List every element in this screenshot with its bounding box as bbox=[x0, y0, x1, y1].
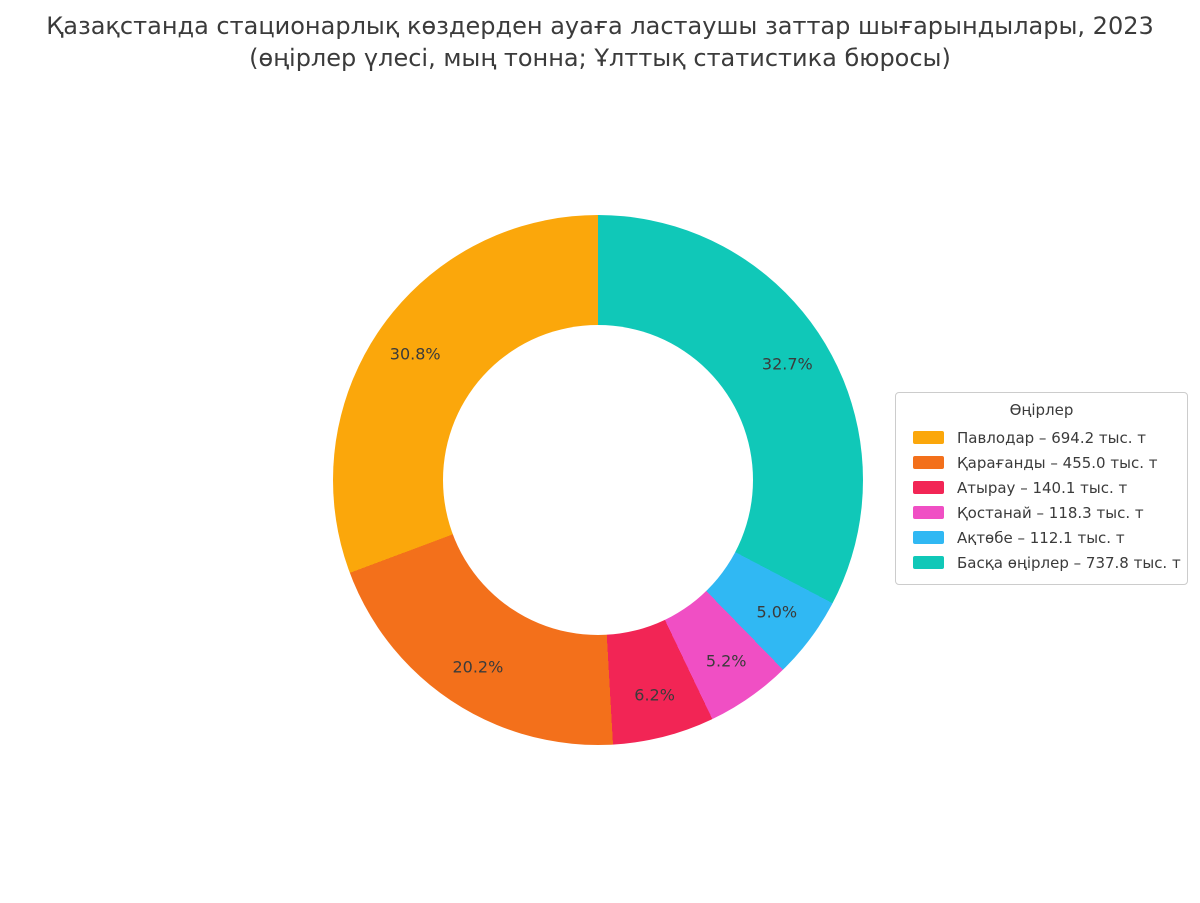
slice-percent-label: 32.7% bbox=[761, 354, 813, 374]
chart-title: Қазақстанда стационарлық көздерден ауаға… bbox=[0, 10, 1200, 74]
legend-label: Павлодар – 694.2 тыс. т bbox=[957, 428, 1147, 447]
legend-color-swatch bbox=[913, 481, 944, 494]
legend-row: Атырау – 140.1 тыс. т bbox=[906, 475, 1177, 500]
slice-percent-label: 5.2% bbox=[705, 651, 747, 671]
chart-title-line2: (өңірлер үлесі, мың тонна; Ұлттық статис… bbox=[249, 44, 951, 72]
slice-percent-label: 30.8% bbox=[389, 344, 441, 364]
legend-color-swatch bbox=[913, 556, 944, 569]
legend-label: Атырау – 140.1 тыс. т bbox=[957, 478, 1128, 497]
legend-label: Қостанай – 118.3 тыс. т bbox=[957, 503, 1144, 522]
legend-rows: Павлодар – 694.2 тыс. т Қарағанды – 455.0… bbox=[906, 425, 1181, 575]
legend-color-swatch bbox=[913, 531, 944, 544]
legend-row: Қостанай – 118.3 тыс. т bbox=[906, 500, 1177, 525]
legend-label: Ақтөбе – 112.1 тыс. т bbox=[957, 528, 1125, 547]
donut-chart: 30.8% 20.2% 6.2% 5.2% 5.0% 32.7% bbox=[333, 215, 863, 745]
legend-row: Павлодар – 694.2 тыс. т bbox=[906, 425, 1177, 450]
legend: Өңірлер Павлодар – 694.2 тыс. т Қарағанды… bbox=[895, 392, 1188, 585]
legend-color-swatch bbox=[913, 506, 944, 519]
legend-color-swatch bbox=[913, 431, 944, 444]
slice-percent-label: 6.2% bbox=[634, 685, 675, 705]
legend-label: Басқа өңірлер – 737.8 тыс. т bbox=[957, 553, 1181, 572]
legend-label: Қарағанды – 455.0 тыс. т bbox=[957, 453, 1158, 472]
donut-hole bbox=[443, 325, 753, 635]
legend-row: Ақтөбе – 112.1 тыс. т bbox=[906, 525, 1177, 550]
slice-percent-label: 5.0% bbox=[756, 602, 798, 622]
legend-title: Өңірлер bbox=[1009, 401, 1074, 419]
legend-row: Басқа өңірлер – 737.8 тыс. т bbox=[906, 550, 1181, 575]
legend-row: Қарағанды – 455.0 тыс. т bbox=[906, 450, 1177, 475]
slice-percent-label: 20.2% bbox=[452, 657, 504, 677]
chart-title-line1: Қазақстанда стационарлық көздерден ауаға… bbox=[46, 12, 1154, 40]
legend-color-swatch bbox=[913, 456, 944, 469]
